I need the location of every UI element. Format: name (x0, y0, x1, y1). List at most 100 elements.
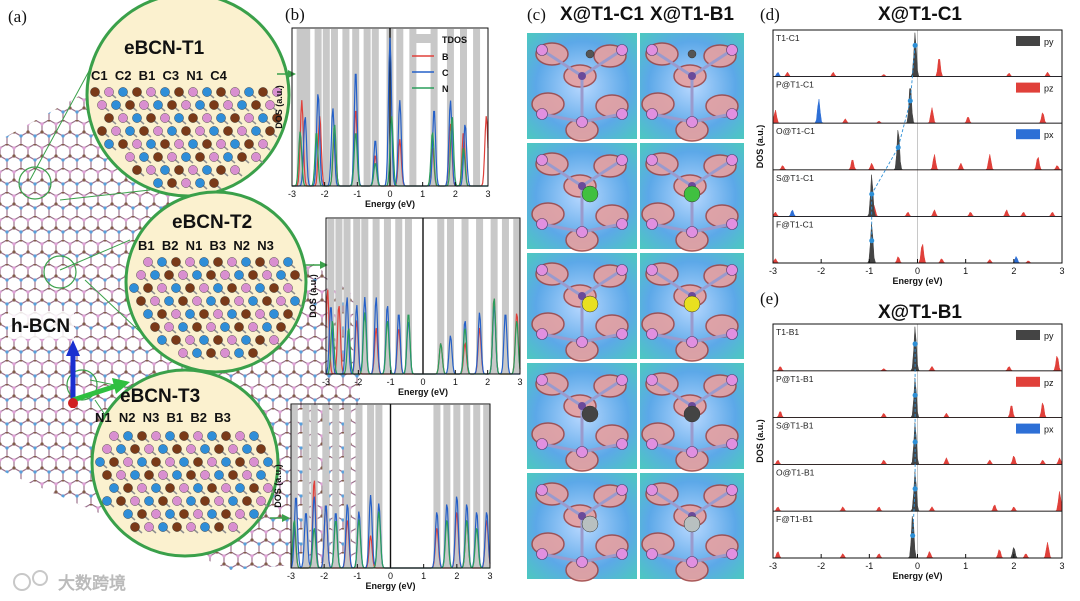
density-atom (616, 218, 628, 230)
density-bond (541, 552, 583, 564)
atom (123, 457, 133, 467)
atom (258, 87, 268, 97)
tdos-peak (409, 29, 417, 186)
atom (202, 165, 212, 175)
atom (200, 522, 210, 532)
density-atom (646, 548, 658, 560)
density-bond (581, 222, 623, 234)
tdos-peak (335, 219, 343, 374)
zoom-circle-1 (18, 166, 52, 200)
dos-plot-t2: -3 -2 -1 0 1 2 3 Energy (eV) DOS (a.u.) (308, 217, 523, 397)
plot-b2-xtick-label: -3 (322, 377, 330, 387)
atom (213, 283, 223, 293)
legend-py: py (1044, 331, 1054, 341)
atom (207, 431, 217, 441)
row-label: S@T1-B1 (776, 421, 814, 431)
atom (178, 322, 188, 332)
atom (144, 496, 154, 506)
atom (181, 152, 191, 162)
row-label: P@T1-C1 (776, 80, 814, 90)
peak-marker (912, 42, 918, 48)
atom (199, 257, 209, 267)
density-atom (536, 154, 548, 166)
atom (223, 100, 233, 110)
atom (178, 348, 188, 358)
atom (255, 309, 265, 319)
atom (111, 126, 121, 136)
density-atom (646, 328, 658, 340)
atom (272, 113, 282, 123)
atom (269, 335, 279, 345)
atom (235, 457, 245, 467)
density-atom (726, 374, 738, 386)
density-atom (686, 556, 698, 568)
atom (144, 470, 154, 480)
density-atom (726, 44, 738, 56)
atom (192, 270, 202, 280)
watermark: 大数跨境 (13, 570, 126, 594)
density-bond (541, 332, 583, 344)
atom (241, 257, 251, 267)
bubble-t2-title: eBCN-T2 (172, 212, 252, 233)
density-atom (726, 108, 738, 120)
atom (214, 470, 224, 480)
tdos-peak (361, 219, 369, 374)
atom (241, 335, 251, 345)
atom (242, 496, 252, 506)
atom (251, 100, 261, 110)
density-bond (651, 332, 693, 344)
density-bond (541, 378, 583, 408)
adsorbate-atom (683, 405, 701, 423)
legend-px-swatch (1016, 129, 1040, 140)
density-bond (651, 112, 693, 124)
atom (179, 509, 189, 519)
plot-b1-xtick-label: -3 (288, 189, 296, 199)
density-atom (646, 484, 658, 496)
atom (249, 457, 259, 467)
peak-trend-line (871, 45, 916, 241)
atom (111, 100, 121, 110)
hbcn-label: h-BCN (11, 316, 70, 337)
atom (188, 139, 198, 149)
atom (164, 322, 174, 332)
atom (171, 257, 181, 267)
atom (179, 431, 189, 441)
atom (256, 496, 266, 506)
adsorbate-atom (687, 49, 697, 59)
atom (146, 87, 156, 97)
atom (263, 483, 273, 493)
tdos-peak (383, 219, 391, 374)
atom (171, 335, 181, 345)
atom (143, 283, 153, 293)
atom (179, 457, 189, 467)
atom (174, 139, 184, 149)
atom (97, 126, 107, 136)
atom (221, 431, 231, 441)
atom (248, 348, 258, 358)
atom (202, 139, 212, 149)
atom (139, 126, 149, 136)
density-bond (691, 158, 733, 188)
atom (185, 335, 195, 345)
atom (241, 309, 251, 319)
atom (206, 322, 216, 332)
legend-pz: pz (1044, 84, 1054, 94)
density-bond (541, 488, 583, 518)
adsorbate-atom (581, 515, 599, 533)
density-atom (616, 484, 628, 496)
atom (130, 470, 140, 480)
atom (102, 496, 112, 506)
tdos-peak (513, 219, 521, 374)
atom (206, 348, 216, 358)
atom (90, 87, 100, 97)
atom (123, 483, 133, 493)
atom (186, 496, 196, 506)
tdos-peak (343, 405, 351, 568)
atom (167, 126, 177, 136)
atom (167, 100, 177, 110)
density-center-atom (578, 72, 586, 80)
density-center-atom (688, 72, 696, 80)
plot-e-xtick-label: -2 (817, 561, 825, 571)
atom (116, 496, 126, 506)
atom (181, 126, 191, 136)
